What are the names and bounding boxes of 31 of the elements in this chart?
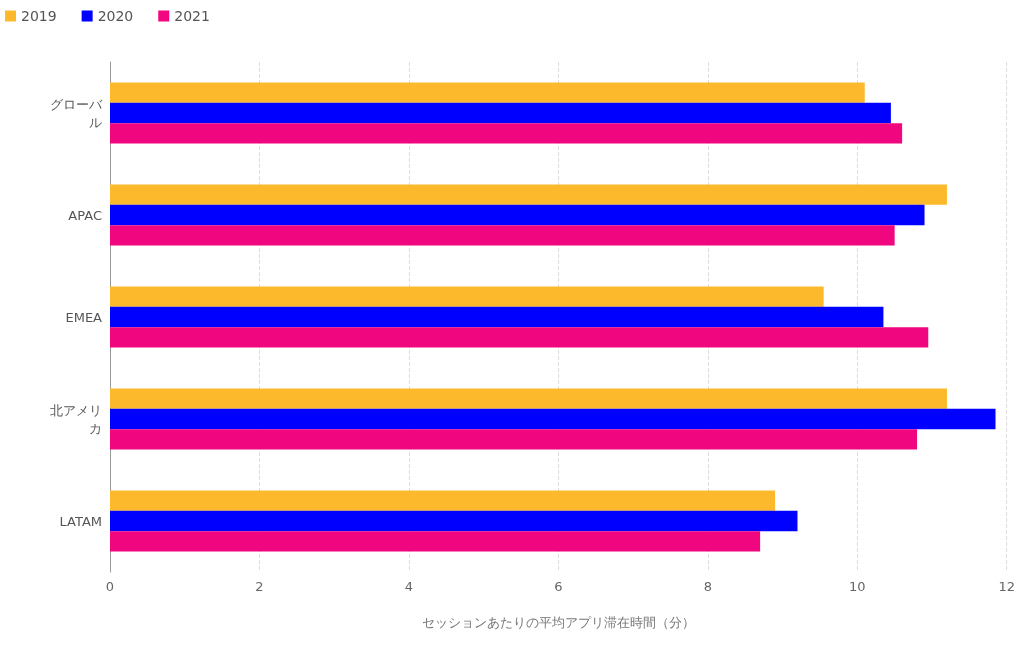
x-tick-label: 6	[554, 579, 563, 594]
y-tick-label: 北アメリカ	[50, 402, 102, 436]
bar	[110, 286, 824, 307]
x-tick-label: 8	[703, 579, 712, 594]
legend-label: 2021	[174, 8, 210, 24]
bar	[110, 388, 947, 409]
x-tick-label: 12	[998, 579, 1015, 594]
bar	[110, 510, 798, 532]
legend-label: 2019	[21, 8, 57, 24]
bar	[110, 531, 761, 552]
bar	[110, 327, 929, 348]
bar	[110, 82, 865, 103]
bar	[110, 225, 895, 246]
x-tick-label: 2	[255, 579, 264, 594]
y-tick-label: LATAM	[59, 513, 102, 529]
y-tick-label: EMEA	[65, 309, 103, 325]
bar	[110, 429, 918, 450]
legend-label: 2020	[97, 8, 134, 24]
bar	[110, 102, 891, 124]
x-tick-label: 0	[105, 579, 115, 594]
y-tick-label: APAC	[68, 207, 102, 223]
x-tick-label: 10	[849, 579, 866, 594]
x-axis-title: セッションあたりの平均アプリ滞在時間（分）	[421, 615, 695, 630]
bar	[110, 184, 947, 205]
bar	[110, 204, 925, 226]
bar	[110, 408, 996, 430]
y-tick-label: グローバル	[50, 96, 103, 130]
bar	[110, 490, 776, 511]
bar	[110, 123, 903, 144]
bar	[110, 306, 884, 328]
x-tick-label: 4	[404, 579, 414, 594]
